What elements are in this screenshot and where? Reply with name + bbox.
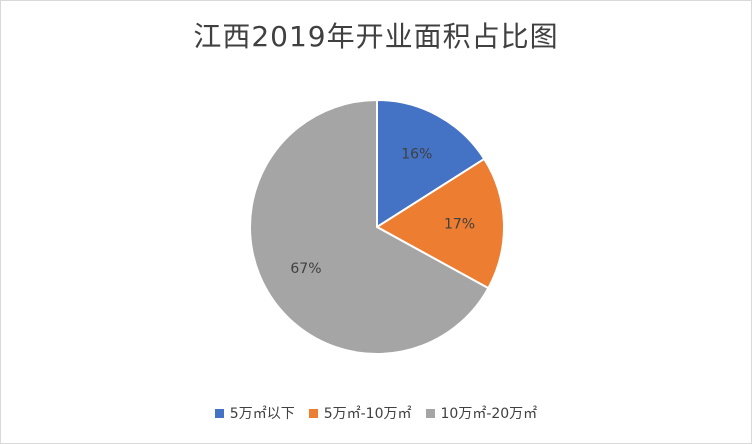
- pie-slice-label-0: 16%: [401, 147, 432, 163]
- legend-item-5-10: 5万㎡-10万㎡: [308, 403, 412, 423]
- legend-label: 5万㎡-10万㎡: [323, 406, 412, 422]
- legend-item-under-5: 5万㎡以下: [214, 403, 295, 423]
- pie-slices: [249, 98, 505, 355]
- pie-slice-1: [375, 157, 505, 290]
- legend-swatch-blue: [214, 408, 224, 418]
- legend-label: 10万㎡-20万㎡: [440, 406, 538, 422]
- chart-title: 江西2019年开业面积占比图: [193, 20, 559, 53]
- pie-slice-0: [376, 98, 486, 229]
- legend-swatch-gray: [425, 408, 435, 418]
- legend-swatch-orange: [308, 408, 318, 418]
- legend-item-10-20: 10万㎡-20万㎡: [425, 403, 538, 423]
- pie-slice-2: [249, 98, 490, 355]
- pie-slice-label-2: 67%: [290, 261, 321, 277]
- pie-labels: 16% 17% 67%: [290, 147, 475, 277]
- chart-legend: 5万㎡以下 5万㎡-10万㎡ 10万㎡-20万㎡: [1, 403, 751, 423]
- legend-label: 5万㎡以下: [229, 406, 295, 422]
- pie-slice-label-1: 17%: [444, 216, 475, 232]
